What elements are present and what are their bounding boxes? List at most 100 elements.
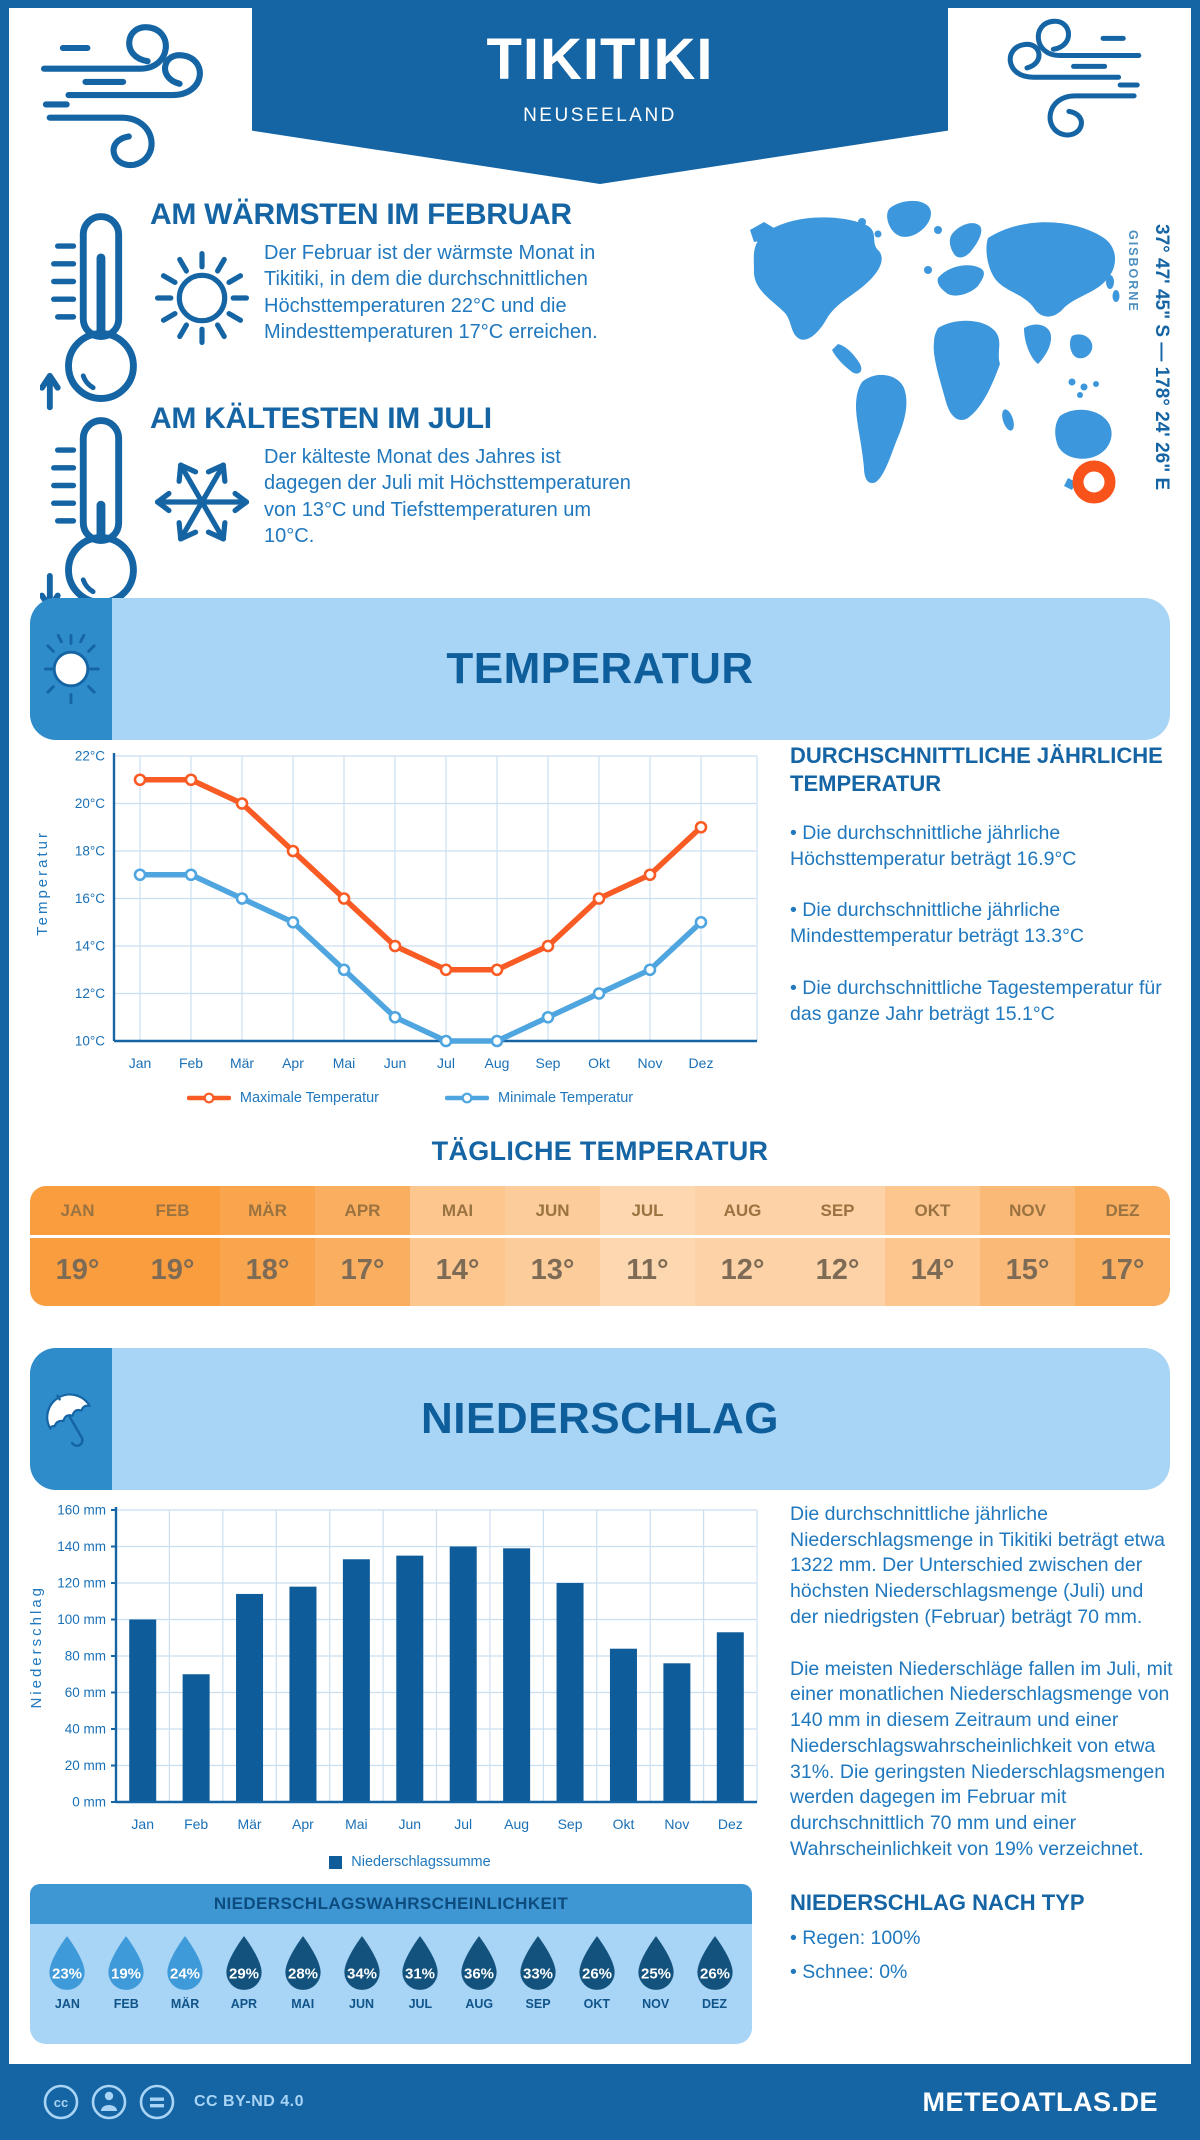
svg-text:31%: 31% — [405, 1966, 435, 1983]
probability-header: NIEDERSCHLAGSWAHRSCHEINLICHKEIT — [30, 1884, 752, 1924]
warmest-title: AM WÄRMSTEN IM FEBRUAR — [150, 198, 572, 231]
svg-text:Nov: Nov — [664, 1816, 689, 1832]
warmest-block: AM WÄRMSTEN IM FEBRUAR Der Februar ist d… — [150, 198, 642, 350]
svg-text:0 mm: 0 mm — [72, 1795, 106, 1810]
svg-text:Nov: Nov — [638, 1055, 663, 1071]
svg-text:25%: 25% — [641, 1966, 671, 1983]
daily-temp-month: FEB — [125, 1186, 220, 1238]
daily-temp-column: MAI 14° — [410, 1186, 505, 1306]
daily-temp-month: SEP — [790, 1186, 885, 1238]
daily-temp-column: DEZ 17° — [1075, 1186, 1170, 1306]
raindrop-icon: 19% — [108, 1936, 144, 1990]
daily-temp-column: JUN 13° — [505, 1186, 600, 1306]
svg-text:60 mm: 60 mm — [65, 1685, 106, 1700]
svg-text:Okt: Okt — [613, 1816, 635, 1832]
probability-column: 26% OKT — [567, 1934, 626, 2044]
license-label: CC BY-ND 4.0 — [194, 2093, 305, 2110]
probability-column: 23% JAN — [38, 1934, 97, 2044]
daily-temp-value: 19° — [55, 1254, 100, 1286]
probability-month: JUL — [408, 1997, 433, 2011]
daily-temp-column: FEB 19° — [125, 1186, 220, 1306]
svg-text:Jul: Jul — [454, 1816, 472, 1832]
svg-text:Feb: Feb — [184, 1816, 208, 1832]
raindrop-icon: 24% — [167, 1936, 203, 1990]
license-block: cc CC BY-ND 4.0 — [42, 2083, 304, 2121]
daily-temp-column: JUL 11° — [600, 1186, 695, 1306]
daily-temp-value: 11° — [626, 1254, 669, 1286]
probability-column: 29% APR — [214, 1934, 273, 2044]
svg-text:28%: 28% — [288, 1966, 318, 1983]
daily-temp-month: AUG — [695, 1186, 790, 1238]
probability-month: JUN — [349, 1997, 375, 2011]
svg-text:Mai: Mai — [345, 1816, 368, 1832]
precipitation-summary: Die durchschnittliche jährliche Niedersc… — [790, 1503, 1166, 1628]
svg-text:20°C: 20°C — [75, 796, 105, 811]
warmest-text: Der Februar ist der wärmste Monat in Tik… — [264, 242, 598, 344]
daily-temp-month: OKT — [885, 1186, 980, 1238]
daily-temp-value: 13° — [530, 1254, 575, 1286]
title-banner: TIKITIKI NEUSEELAND — [252, 0, 948, 184]
daily-temp-month: MAI — [410, 1186, 505, 1238]
svg-text:Jan: Jan — [129, 1055, 152, 1071]
svg-text:16°C: 16°C — [75, 891, 105, 906]
daily-temp-month: MÄR — [220, 1186, 315, 1238]
raindrop-icon: 33% — [520, 1936, 556, 1990]
svg-text:Okt: Okt — [588, 1055, 610, 1071]
sun-banner-icon — [43, 633, 100, 705]
svg-text:14°C: 14°C — [75, 939, 105, 954]
probability-column: 25% NOV — [626, 1934, 685, 2044]
daily-temp-column: NOV 15° — [980, 1186, 1075, 1306]
svg-text:Sep: Sep — [536, 1055, 561, 1071]
cc-by-icon — [91, 2084, 127, 2120]
temperature-section-banner: TEMPERATUR — [30, 598, 1170, 740]
svg-text:18°C: 18°C — [75, 844, 105, 859]
wind-icon — [41, 24, 203, 168]
precipitation-summary: Die meisten Niederschläge fallen im Juli… — [790, 1657, 1173, 1860]
svg-text:Mär: Mär — [237, 1816, 261, 1832]
annual-bullet: • Die durchschnittliche jährliche Höchst… — [790, 822, 1077, 870]
thermometer-up-icon — [40, 213, 137, 411]
svg-text:100 mm: 100 mm — [57, 1612, 106, 1627]
raindrop-icon: 26% — [696, 1936, 733, 1990]
svg-text:29%: 29% — [229, 1966, 259, 1983]
svg-text:Dez: Dez — [718, 1816, 743, 1832]
svg-text:Jun: Jun — [384, 1055, 407, 1071]
svg-text:19%: 19% — [111, 1966, 141, 1983]
probability-panel: 23% JAN 19% FEB 24% MÄR 29% APR 28% MAI 34% JUN 31% J… — [30, 1924, 752, 2044]
precipitation-bar-chart: 0 mm 20 mm 40 mm 60 mm 80 mm 100 mm 120 mm 140 … — [42, 1496, 767, 1846]
probability-column: 36% AUG — [450, 1934, 509, 2044]
world-map — [750, 200, 1120, 504]
precipitation-banner-tab — [30, 1348, 112, 1490]
daily-temperature-table: JAN 19° FEB 19° MÄR 18° APR 17° MAI 14° JUN 13° JUL 1… — [30, 1186, 1170, 1306]
daily-temp-month: JUL — [600, 1186, 695, 1238]
probability-month: APR — [230, 1997, 258, 2011]
svg-text:26%: 26% — [700, 1966, 730, 1983]
daily-temp-month: JAN — [30, 1186, 125, 1238]
probability-column: 28% MAI — [273, 1934, 332, 2044]
probability-column: 31% JUL — [391, 1934, 450, 2044]
svg-text:24%: 24% — [170, 1966, 200, 1983]
svg-text:120 mm: 120 mm — [57, 1576, 106, 1591]
annual-temperature-panel: DURCHSCHNITTLICHE JÄHRLICHE TEMPERATUR •… — [790, 742, 1176, 1053]
precipitation-type-title: NIEDERSCHLAG NACH TYP — [790, 1889, 1085, 1915]
temperature-banner-tab — [30, 598, 112, 740]
daily-temp-value: 19° — [150, 1254, 195, 1286]
page-subtitle: NEUSEELAND — [523, 105, 677, 126]
probability-column: 19% FEB — [97, 1934, 156, 2044]
daily-temp-month: NOV — [980, 1186, 1075, 1238]
daily-temp-value: 17° — [1100, 1254, 1145, 1286]
daily-temp-value: 12° — [815, 1254, 860, 1286]
raindrop-icon: 26% — [579, 1936, 615, 1990]
precipitation-type-bullet: • Schnee: 0% — [790, 1960, 908, 1983]
snowflake-icon — [154, 462, 250, 542]
daily-temp-value: 12° — [720, 1254, 765, 1286]
svg-text:Apr: Apr — [282, 1055, 304, 1071]
coldest-title: AM KÄLTESTEN IM JULI — [150, 402, 492, 435]
svg-text:Sep: Sep — [558, 1816, 583, 1832]
cc-nd-icon — [139, 2084, 175, 2120]
probability-month: FEB — [113, 1997, 139, 2011]
daily-temp-value: 17° — [340, 1254, 385, 1286]
svg-text:Dez: Dez — [689, 1055, 714, 1071]
precipitation-chart-legend: Niederschlagssumme — [100, 1854, 720, 1870]
